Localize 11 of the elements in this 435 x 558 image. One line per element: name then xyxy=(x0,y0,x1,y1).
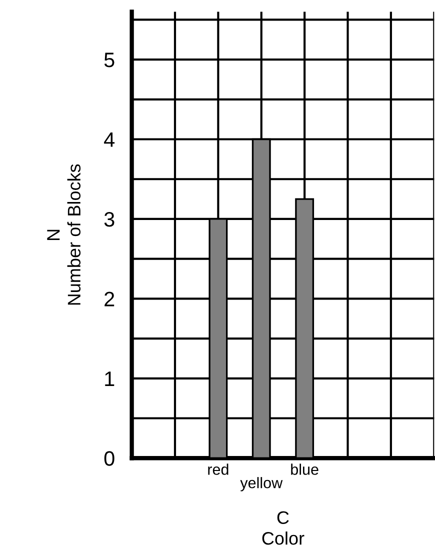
y-tick-label: 0 xyxy=(104,451,114,466)
y-tick-label: 5 xyxy=(104,52,114,68)
x-axis-title: C Color xyxy=(262,511,304,545)
y-tick-label: 3 xyxy=(104,212,114,227)
y-tick-label: 4 xyxy=(104,132,115,147)
x-tick-label: blue xyxy=(291,464,318,475)
y-tick-label: 1 xyxy=(105,372,114,386)
y-axis-title: N Number of Blocks xyxy=(47,164,81,305)
x-tick-label: red xyxy=(208,464,228,475)
x-tick-label: yellow xyxy=(240,477,283,492)
y-tick-label: 2 xyxy=(104,292,114,306)
